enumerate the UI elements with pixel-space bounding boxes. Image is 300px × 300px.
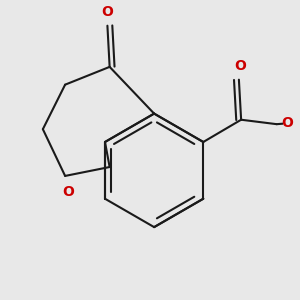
Text: O: O	[281, 116, 293, 130]
Text: O: O	[234, 59, 246, 73]
Text: O: O	[62, 185, 74, 199]
Text: O: O	[101, 5, 113, 19]
